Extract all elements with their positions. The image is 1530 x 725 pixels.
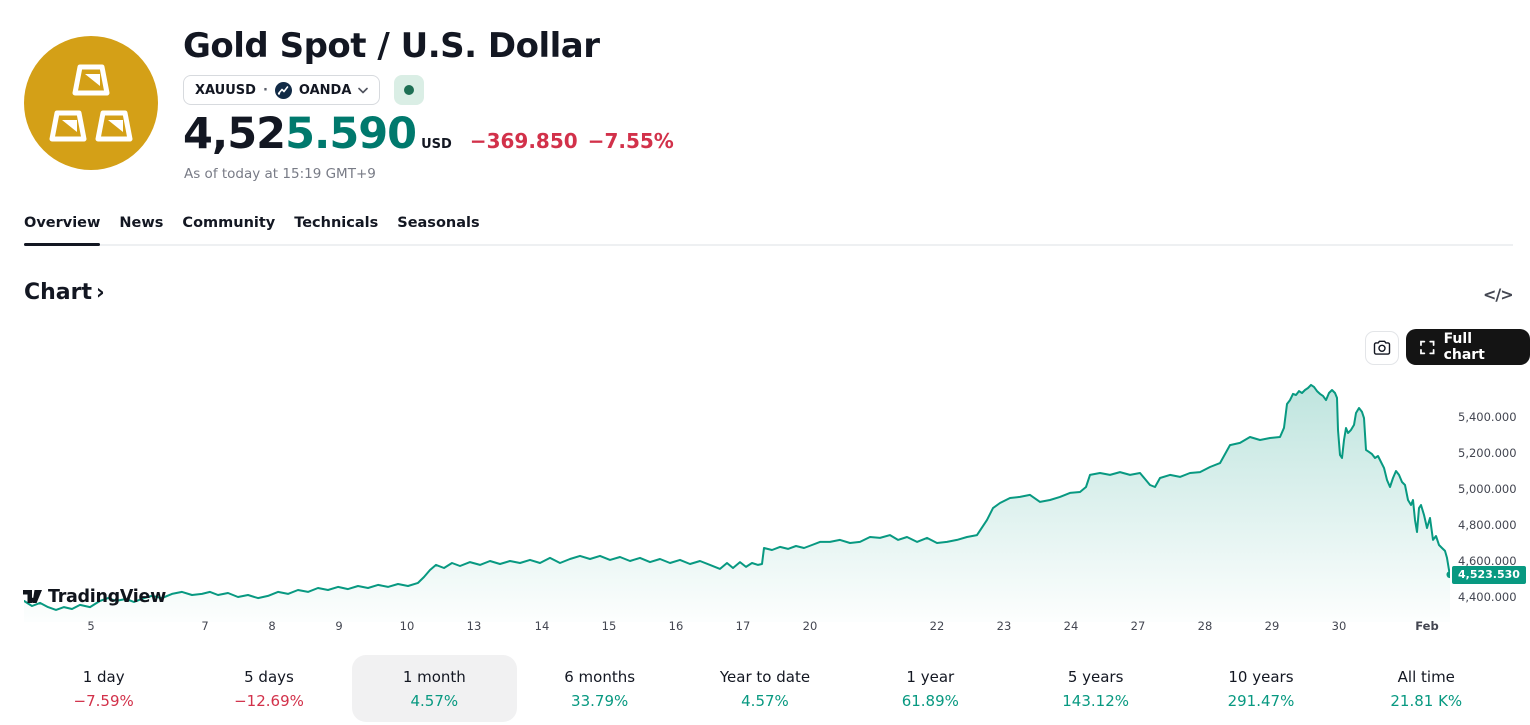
exchange-name: OANDA [298,82,352,98]
x-axis-tick: 7 [201,619,209,633]
page-title: Gold Spot / U.S. Dollar [183,26,600,66]
range-label: Year to date [719,668,811,686]
x-axis-tick: 23 [996,619,1012,633]
x-axis-tick: 27 [1130,619,1146,633]
y-axis-tick: 5,200.000 [1458,445,1517,460]
symbol-source-dropdown[interactable]: XAUUSD · OANDA [183,75,381,105]
tradingview-watermark-text: TradingView [48,587,166,607]
y-axis-tick: 4,800.000 [1458,517,1517,532]
tab-technicals[interactable]: Technicals [294,215,379,231]
y-axis-tick: 5,000.000 [1458,481,1517,496]
market-open-dot-icon [404,85,415,95]
x-axis-tick: 30 [1331,619,1347,633]
range-10-years[interactable]: 10 years 291.47% [1178,655,1343,722]
x-axis-tick: 15 [601,619,617,633]
range-1-month[interactable]: 1 month 4.57% [351,655,517,722]
oanda-logo-icon [274,81,292,99]
range-value: −12.69% [234,692,304,710]
range-selector: 1 day −7.59% 5 days −12.69% 1 month 4.57% 6 mo… [21,655,1509,722]
x-axis-tick: 28 [1197,619,1213,633]
market-status-badge[interactable] [394,75,425,105]
range-value: 61.89% [901,692,959,710]
gold-symbol-icon [24,36,158,170]
chart-section-title: Chart [24,280,93,305]
as-of-timestamp: As of today at 15:19 GMT+9 [184,166,376,182]
price-change-percent: −7.55% [587,129,674,153]
x-axis-tick: Feb [1415,619,1439,633]
range-label: 5 years [1067,668,1124,686]
range-value: 21.81 K% [1390,692,1463,710]
price-currency: USD [421,137,452,152]
range-value: 33.79% [571,692,629,710]
symbol-ticker: XAUUSD [195,82,256,98]
tab-news[interactable]: News [119,215,164,231]
range-label: 5 days [244,668,294,686]
fullscreen-icon [1420,340,1435,354]
range-label: 1 day [82,668,125,686]
chevron-right-icon: › [96,280,105,304]
range-5-years[interactable]: 5 years 143.12% [1013,655,1178,722]
range-label: 1 month [402,668,466,686]
x-axis-tick: 14 [534,619,550,633]
range-1-year[interactable]: 1 year 61.89% [848,655,1013,722]
x-axis-tick: 24 [1063,619,1079,633]
tradingview-logo-icon [23,589,42,603]
y-axis-tick: 4,400.000 [1458,589,1517,604]
price-fraction: 5.590 [285,109,417,159]
x-axis-tick: 16 [668,619,684,633]
tab-bar: Overview News Community Technicals Seasonals [24,215,1513,246]
x-axis-tick: 22 [929,619,945,633]
range-label: 6 months [564,668,636,686]
y-axis-tick: 5,400.000 [1458,409,1517,424]
symbol-badge-row: XAUUSD · OANDA [183,75,425,105]
range-label: 10 years [1228,668,1294,686]
tab-overview[interactable]: Overview [24,215,101,246]
range-6-months[interactable]: 6 months 33.79% [517,655,682,722]
price-block: 4,52 5.590 USD −369.850 −7.55% [183,109,674,159]
snapshot-camera-button[interactable] [1365,331,1399,365]
tab-seasonals[interactable]: Seasonals [397,215,480,231]
embed-code-icon[interactable]: </> [1483,285,1514,304]
x-axis-tick: 29 [1264,619,1280,633]
range-label: 1 year [906,668,955,686]
chart-section-link[interactable]: Chart › [24,280,105,305]
x-axis-tick: 8 [268,619,276,633]
range-label: All time [1397,668,1455,686]
last-price-tag: 4,523.530 [1452,565,1526,584]
price-integer: 4,52 [183,109,286,159]
range-year-to-date[interactable]: Year to date 4.57% [682,655,847,722]
tradingview-watermark[interactable]: TradingView [23,587,166,607]
last-point-dot [1446,571,1450,579]
price-change-absolute: −369.850 [469,129,578,153]
range-1-day[interactable]: 1 day −7.59% [21,655,186,722]
separator-dot: · [262,82,268,98]
full-chart-label: Full chart [1443,331,1485,363]
x-axis-tick: 20 [802,619,818,633]
x-axis-tick: 9 [335,619,343,633]
chart-line [24,383,1450,611]
x-axis-tick: 13 [466,619,482,633]
chart-area-fill [24,384,1450,622]
tab-community[interactable]: Community [182,215,276,231]
range-5-days[interactable]: 5 days −12.69% [186,655,351,722]
full-chart-button[interactable]: Full chart [1406,329,1530,365]
y-axis-tick: 4,600.000 [1458,553,1517,568]
x-axis-tick: 5 [87,619,95,633]
price-area-chart[interactable] [24,370,1450,622]
range-value: 291.47% [1227,692,1295,710]
camera-icon [1373,340,1391,355]
range-all-time[interactable]: All time 21.81 K% [1344,655,1509,722]
range-value: 143.12% [1062,692,1129,710]
range-value: 4.57% [741,692,789,710]
range-value: −7.59% [73,692,134,710]
chevron-down-icon [358,87,369,93]
x-axis-tick: 10 [399,619,415,633]
range-value: 4.57% [410,692,459,710]
x-axis-tick: 17 [735,619,751,633]
